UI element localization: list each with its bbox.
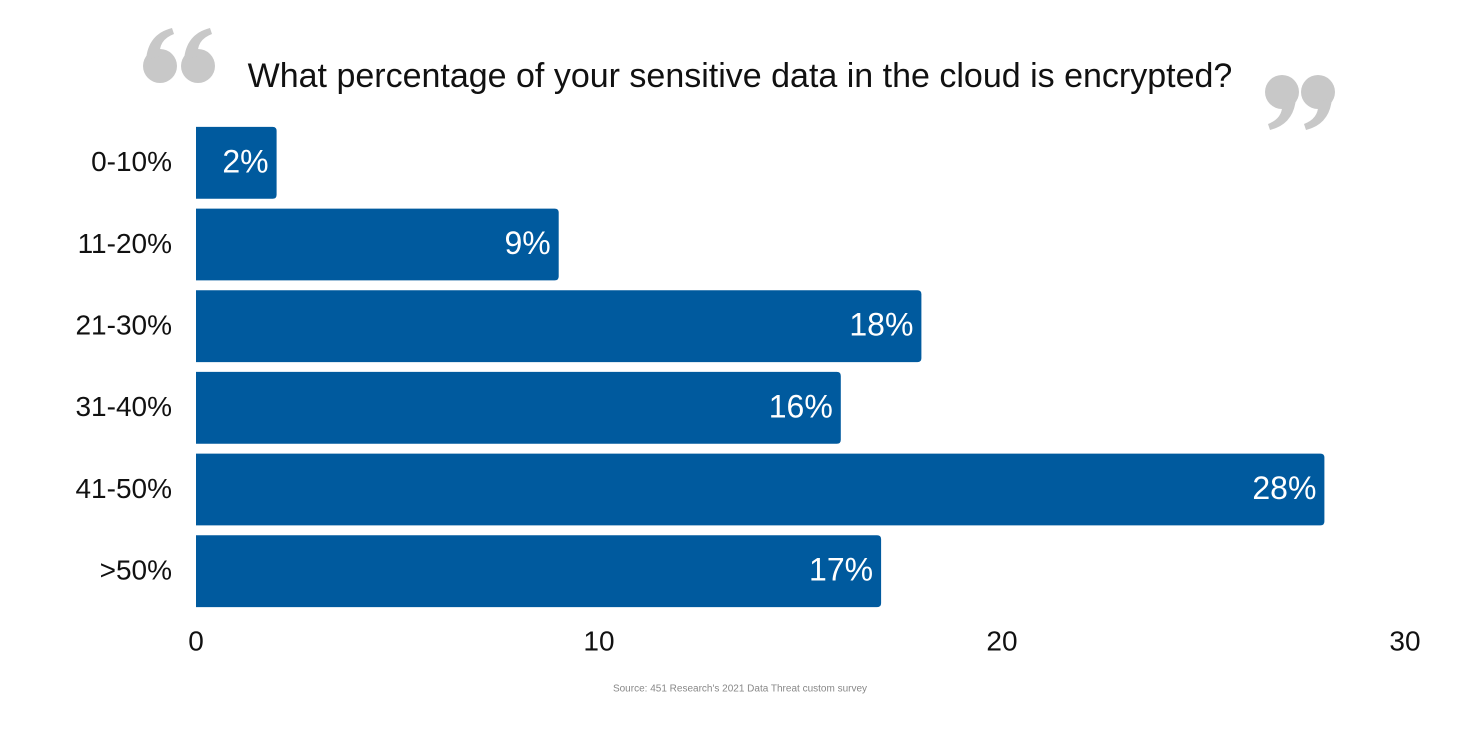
y-tick-label: 11-20% — [78, 228, 172, 259]
value-label: 2% — [222, 143, 268, 179]
y-tick-label: >50% — [100, 555, 172, 586]
source-note: Source: 451 Research's 2021 Data Threat … — [613, 684, 867, 695]
x-tick-label: 10 — [583, 625, 614, 656]
y-tick-label: 31-40% — [75, 391, 172, 422]
x-tick-label: 30 — [1389, 625, 1420, 656]
quote-open — [143, 28, 215, 83]
bar — [196, 290, 922, 363]
value-label: 9% — [504, 225, 550, 261]
y-tick-label: 21-30% — [75, 310, 172, 341]
value-label: 16% — [769, 388, 833, 424]
y-tick-label: 41-50% — [75, 473, 172, 504]
bar — [196, 535, 882, 608]
y-tick-label: 0-10% — [91, 146, 172, 177]
value-label: 18% — [849, 307, 913, 343]
bar — [196, 371, 841, 444]
value-label: 28% — [1252, 470, 1316, 506]
value-label: 17% — [809, 552, 873, 588]
x-tick-label: 20 — [986, 625, 1017, 656]
x-tick-label: 0 — [188, 625, 204, 656]
bar — [196, 208, 559, 281]
bar — [196, 126, 277, 199]
bar — [196, 453, 1325, 526]
chart-title: What percentage of your sensitive data i… — [248, 57, 1233, 95]
quote-close — [1265, 75, 1335, 130]
